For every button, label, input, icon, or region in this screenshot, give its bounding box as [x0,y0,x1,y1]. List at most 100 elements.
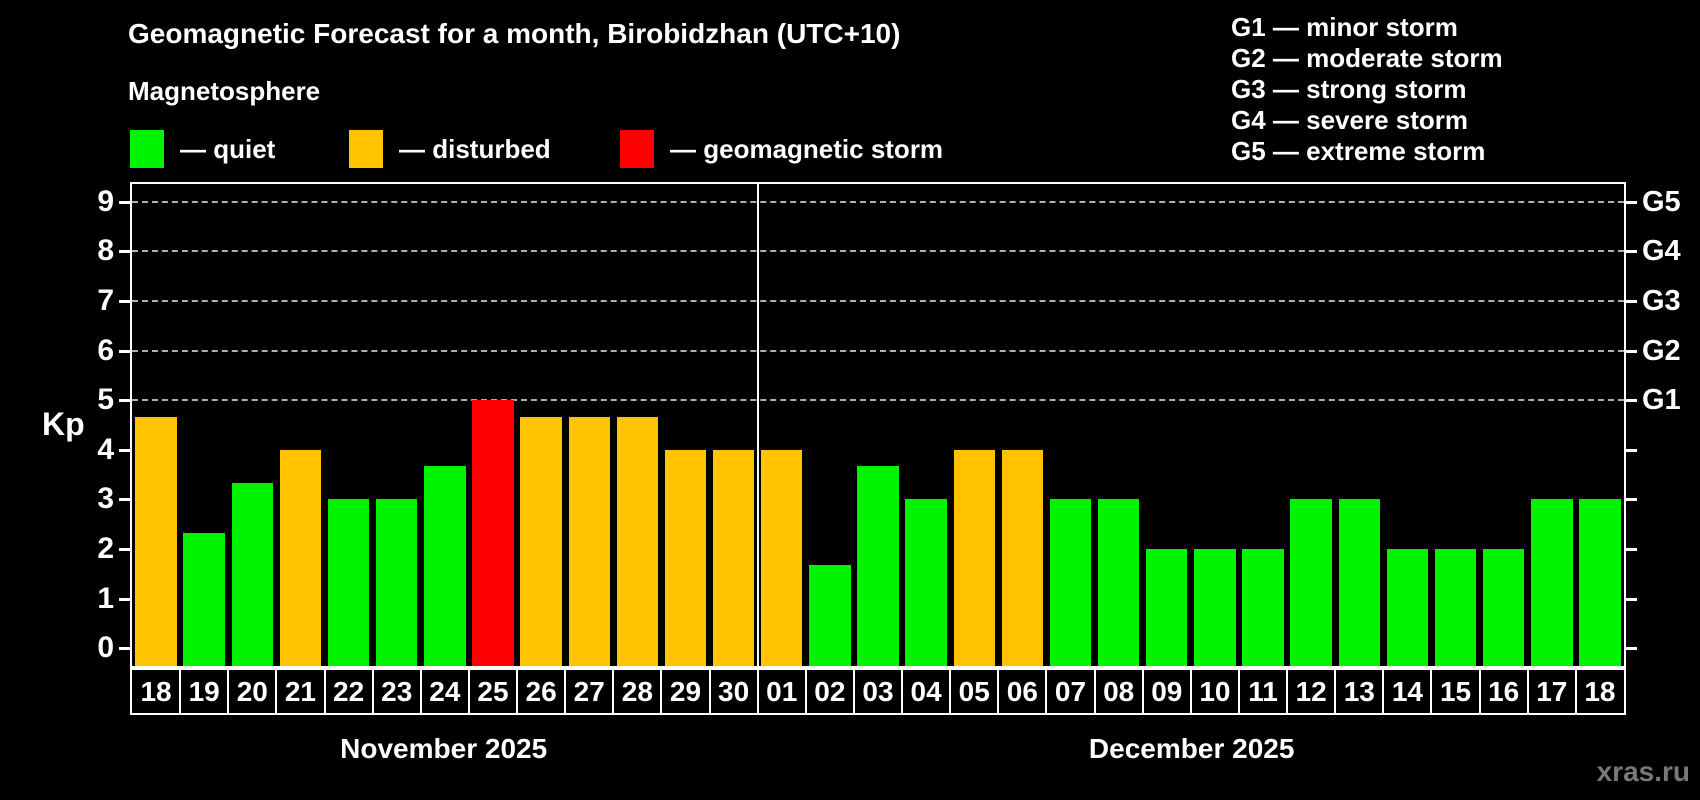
month-separator-line [756,184,759,666]
day-axis-row: 18 19 20 21 22 23 24 25 26 27 28 29 30 01 02 03 04 05 06 07… [130,668,1626,715]
g-scale-label-g3: G3 [1642,285,1681,318]
kp-bar-14 [1386,548,1429,666]
day-label-18: 18 [1584,675,1616,707]
day-label-01: 01 [766,675,798,707]
g-legend-line-g2: G2 — moderate storm [1231,43,1503,73]
kp-bar-11 [1242,548,1284,666]
legend-label-disturbed: — disturbed [399,133,551,164]
y-tick-right-3 [1626,498,1637,502]
storm-color-swatch [620,130,654,168]
day-cell-divider [804,670,807,713]
y-tick-label-2: 2 [97,531,114,565]
g-scale-legend: G1 — minor storm G2 — moderate storm G3 … [1231,12,1503,167]
kp-bar-06 [1001,449,1044,666]
day-cell-divider [997,670,1000,713]
day-label-21: 21 [284,675,317,707]
day-label-02: 02 [814,675,846,707]
day-cell-divider [1334,670,1337,713]
kp-bar-05 [953,449,995,666]
kp-bar-27 [568,416,610,666]
day-label-28: 28 [621,675,653,707]
kp-bar-10 [1194,548,1236,666]
kp-bar-15 [1434,548,1477,666]
day-cell-divider [660,670,663,713]
day-label-06: 06 [1006,675,1038,707]
y-tick-label-0: 0 [97,631,114,665]
kp-bar-12 [1290,499,1332,666]
day-cell-divider [564,670,567,713]
day-label-09: 09 [1151,675,1183,707]
y-axis-label: Kp [42,406,85,442]
day-cell-divider [1478,670,1481,713]
day-cell-divider [612,670,615,713]
g-legend-line-g3: G3 — strong storm [1231,74,1467,104]
day-cell-divider [516,670,519,713]
y-tick-label-8: 8 [97,234,114,268]
day-label-27: 27 [573,675,605,707]
magnetosphere-label: Magnetosphere [128,76,321,106]
kp-bar-23 [376,499,418,666]
y-tick-right-9 [1626,200,1637,204]
y-tick-left-2 [119,547,130,551]
kp-bar-chart: Kp 0 1 2 3 4 5 6 7 8 9 G1 G2 G3 G4 G5 [42,182,1681,668]
day-cell-divider [179,670,182,713]
gridline-kp9 [132,200,1624,203]
gridline-kp5 [132,399,1624,402]
kp-bar-02 [809,565,851,666]
day-label-22: 22 [333,675,365,707]
day-cell-divider [419,670,422,713]
y-tick-left-3 [119,498,130,502]
y-tick-right-6 [1626,349,1637,353]
y-tick-label-5: 5 [97,383,114,417]
day-cell-divider [901,670,904,713]
day-cell-divider [323,670,326,713]
kp-bar-01 [761,449,803,666]
day-label-10: 10 [1199,675,1231,707]
y-tick-left-0 [119,647,130,651]
day-cell-divider [371,670,374,713]
kp-bar-09 [1146,548,1188,666]
gridline-kp7 [132,300,1624,303]
month-label-0: November 2025 [340,733,548,764]
day-label-12: 12 [1295,675,1327,707]
y-tick-left-1 [119,597,130,601]
kp-bar-22 [327,499,370,666]
kp-bar-30 [712,449,755,666]
day-label-23: 23 [381,675,413,707]
y-tick-label-7: 7 [97,284,114,318]
day-cell-divider [1526,670,1529,713]
g-scale-label-g1: G1 [1642,384,1681,417]
y-tick-left-8 [119,250,130,254]
g-scale-label-g5: G5 [1642,185,1681,218]
legend-item-storm: — geomagnetic storm [620,130,943,168]
day-cell-divider [227,670,230,713]
day-cell-divider [275,670,278,713]
day-cell-divider [1045,670,1048,713]
y-tick-left-5 [119,399,130,403]
disturbed-color-swatch [349,130,383,168]
kp-bar-19 [183,532,225,666]
day-label-17: 17 [1536,675,1568,707]
day-label-03: 03 [862,675,894,707]
day-cell-divider [1574,670,1577,713]
day-cell-divider [756,670,759,713]
kp-bar-28 [616,416,659,666]
kp-bar-17 [1531,499,1573,666]
day-label-25: 25 [477,675,509,707]
day-label-07: 07 [1054,675,1087,707]
kp-bar-07 [1049,499,1092,666]
page-title: Geomagnetic Forecast for a month, Birobi… [128,18,901,49]
y-tick-left-9 [119,200,130,204]
legend-label-quiet: — quiet [180,133,276,164]
y-tick-left-4 [119,448,130,452]
kp-bar-24 [424,466,466,666]
y-tick-label-6: 6 [97,333,114,367]
day-label-30: 30 [718,675,750,707]
y-tick-left-6 [119,349,130,353]
g-scale-label-g4: G4 [1642,235,1681,268]
day-cell-divider [1286,670,1289,713]
kp-bar-18 [1579,499,1621,666]
day-label-05: 05 [958,675,990,707]
gridline-kp8 [132,250,1624,253]
